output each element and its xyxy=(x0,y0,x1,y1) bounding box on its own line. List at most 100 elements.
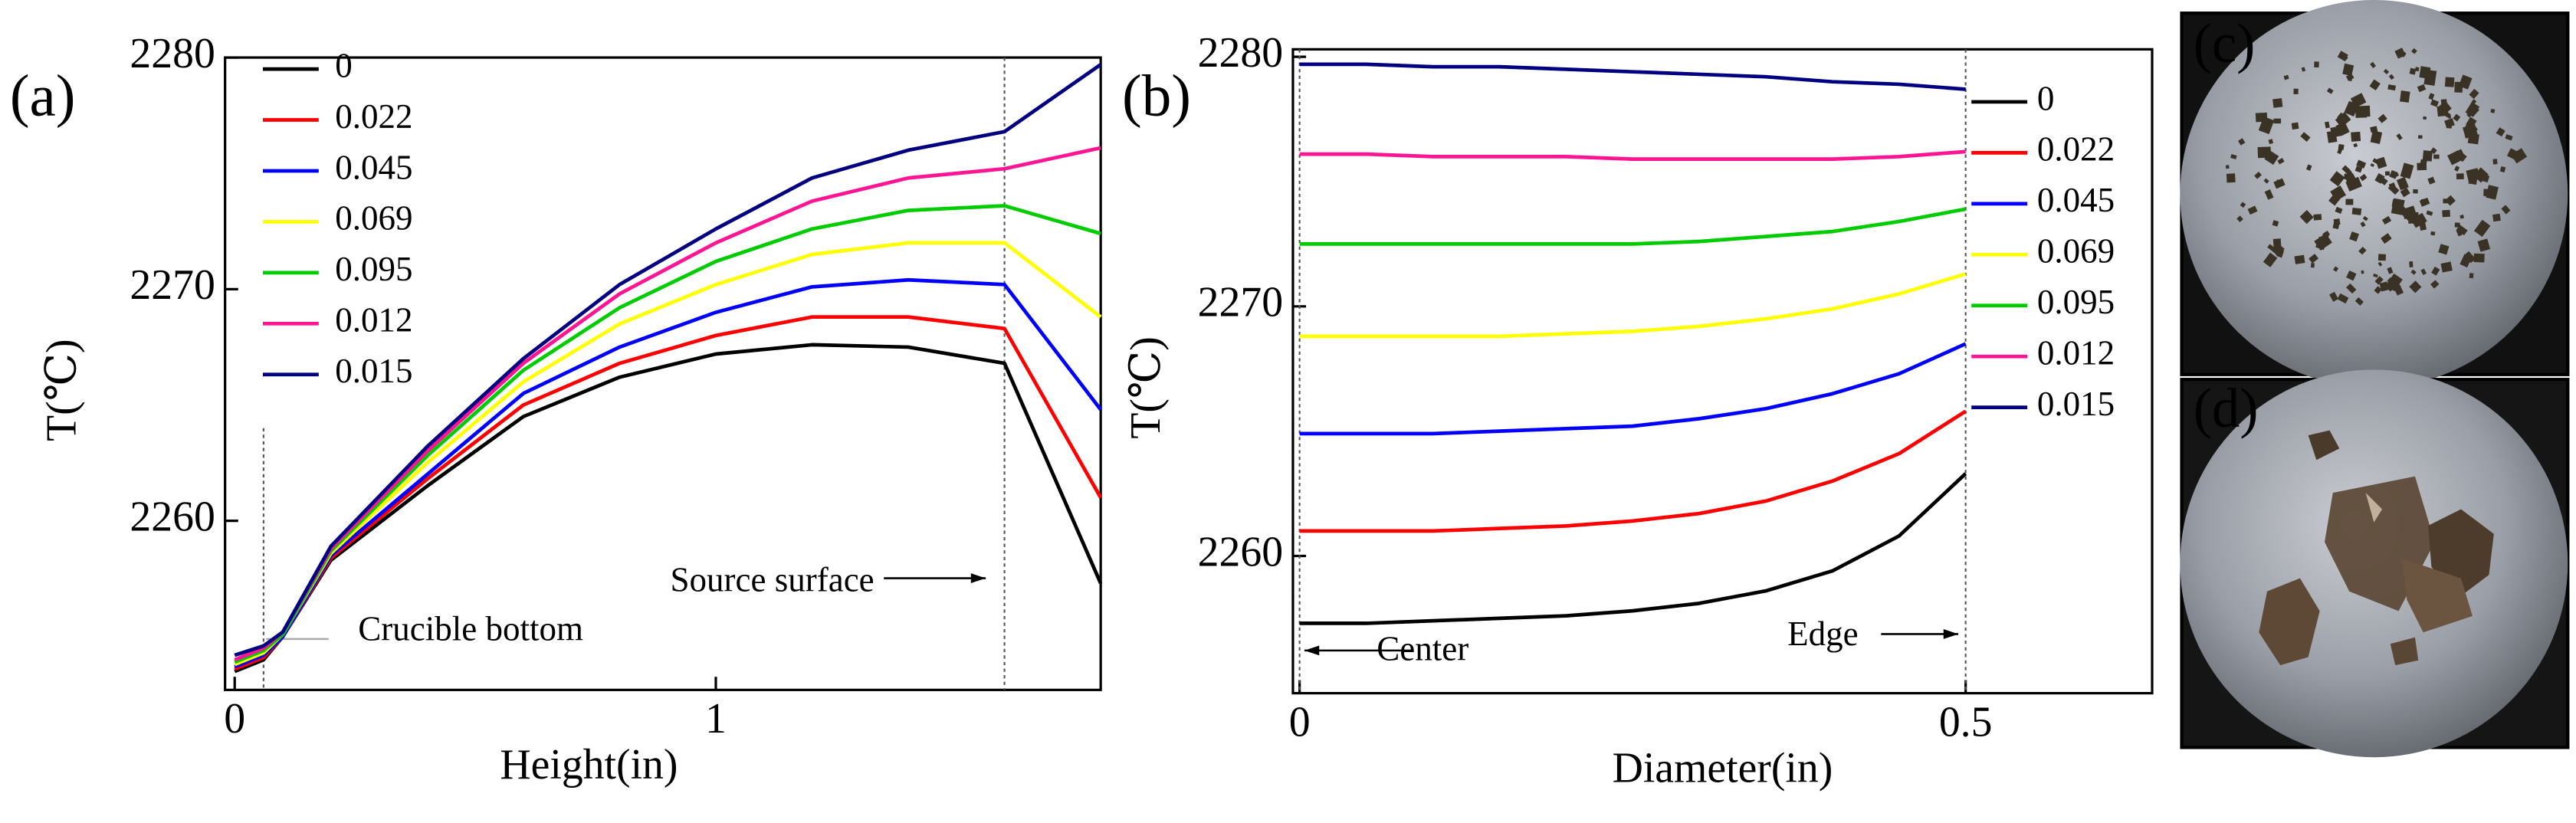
flake xyxy=(2466,168,2480,182)
flake xyxy=(2370,162,2375,167)
flake xyxy=(2400,51,2407,57)
legend-label: 0.069 xyxy=(335,199,412,238)
flake xyxy=(2254,172,2262,179)
flake xyxy=(2409,280,2422,293)
flake xyxy=(2345,198,2354,205)
flake xyxy=(2469,88,2479,100)
flake xyxy=(2490,108,2496,113)
flake xyxy=(2300,132,2311,143)
legend-label: 0.015 xyxy=(2037,385,2115,423)
flake xyxy=(2348,77,2353,82)
flake xyxy=(2354,297,2364,306)
flake xyxy=(2332,266,2339,272)
legend-label: 0.095 xyxy=(335,250,412,288)
flake xyxy=(2423,69,2437,86)
flake xyxy=(2492,159,2498,165)
legend-label: 0 xyxy=(2037,79,2055,117)
flake xyxy=(2413,189,2418,194)
flake xyxy=(2454,222,2460,228)
flake xyxy=(2362,215,2368,221)
flake xyxy=(2385,273,2403,292)
flake xyxy=(2458,74,2473,90)
flake xyxy=(2237,138,2246,146)
flake xyxy=(2341,165,2351,174)
flake xyxy=(2369,79,2381,91)
flake xyxy=(2305,164,2312,171)
flake xyxy=(2437,105,2449,117)
flake xyxy=(2418,135,2423,139)
flake xyxy=(2377,113,2387,123)
photo-d xyxy=(2180,369,2570,758)
flake xyxy=(2342,63,2354,77)
flake xyxy=(2444,77,2455,87)
flake xyxy=(2291,122,2299,130)
flake xyxy=(2440,261,2453,273)
flake xyxy=(2417,84,2427,93)
flake xyxy=(2377,254,2387,261)
flake xyxy=(2315,236,2328,251)
flake xyxy=(2313,214,2322,221)
flake xyxy=(2388,182,2396,189)
legend-label: 0.095 xyxy=(2037,283,2115,321)
series-line xyxy=(1299,472,1967,625)
flake xyxy=(2329,291,2338,302)
flake xyxy=(2263,178,2269,184)
flake xyxy=(2283,74,2289,80)
flake xyxy=(2456,173,2464,180)
flake xyxy=(2351,207,2362,215)
flake xyxy=(2277,157,2285,165)
flake xyxy=(2359,173,2368,182)
flake xyxy=(2373,273,2378,278)
flake xyxy=(2272,220,2279,227)
flake xyxy=(2257,146,2272,159)
flake xyxy=(2264,189,2274,200)
flake xyxy=(2344,100,2359,117)
flake xyxy=(2226,173,2236,183)
flake xyxy=(2383,68,2390,75)
flake xyxy=(2467,133,2479,145)
flake xyxy=(2420,268,2427,275)
flake xyxy=(2420,198,2426,203)
panel-label: (b) xyxy=(1122,63,1191,129)
flake xyxy=(2414,67,2420,72)
flake xyxy=(2453,113,2461,122)
series-line xyxy=(1299,272,1967,339)
y-axis-label: T(℃) xyxy=(38,339,86,441)
flake xyxy=(2466,113,2472,118)
flake xyxy=(2430,280,2440,289)
legend-label: 0.022 xyxy=(335,97,412,136)
flake xyxy=(2409,67,2417,75)
legend-label: 0.015 xyxy=(335,352,412,390)
flake xyxy=(2453,149,2466,162)
flake xyxy=(2325,121,2330,129)
y-axis-label: T(℃) xyxy=(1122,336,1170,438)
flake xyxy=(2268,139,2274,145)
flake xyxy=(2335,206,2343,214)
flake xyxy=(2374,172,2385,184)
y-tick-label: 2280 xyxy=(130,30,215,77)
flake xyxy=(2477,238,2491,252)
flake xyxy=(2456,225,2468,236)
flake xyxy=(2501,205,2511,215)
flake xyxy=(2422,150,2433,162)
flake xyxy=(2442,209,2450,218)
flake xyxy=(2326,130,2338,143)
flake xyxy=(2374,276,2384,285)
flake xyxy=(2358,246,2367,255)
series-line xyxy=(1299,207,1967,246)
flake xyxy=(2430,99,2439,107)
flake xyxy=(2263,252,2278,267)
flake xyxy=(2483,189,2491,197)
plot-frame xyxy=(1291,48,2154,695)
legend-label: 0.069 xyxy=(2037,232,2115,271)
panel-label: (d) xyxy=(2194,377,2259,439)
flake xyxy=(2492,213,2501,222)
flake xyxy=(2381,215,2392,225)
flake xyxy=(2339,52,2348,62)
flake xyxy=(2314,61,2319,68)
flake xyxy=(2496,127,2505,137)
annotation-arrow xyxy=(970,573,986,583)
flake xyxy=(2236,215,2243,223)
panel-label: (a) xyxy=(10,63,76,129)
flake xyxy=(2446,123,2453,129)
